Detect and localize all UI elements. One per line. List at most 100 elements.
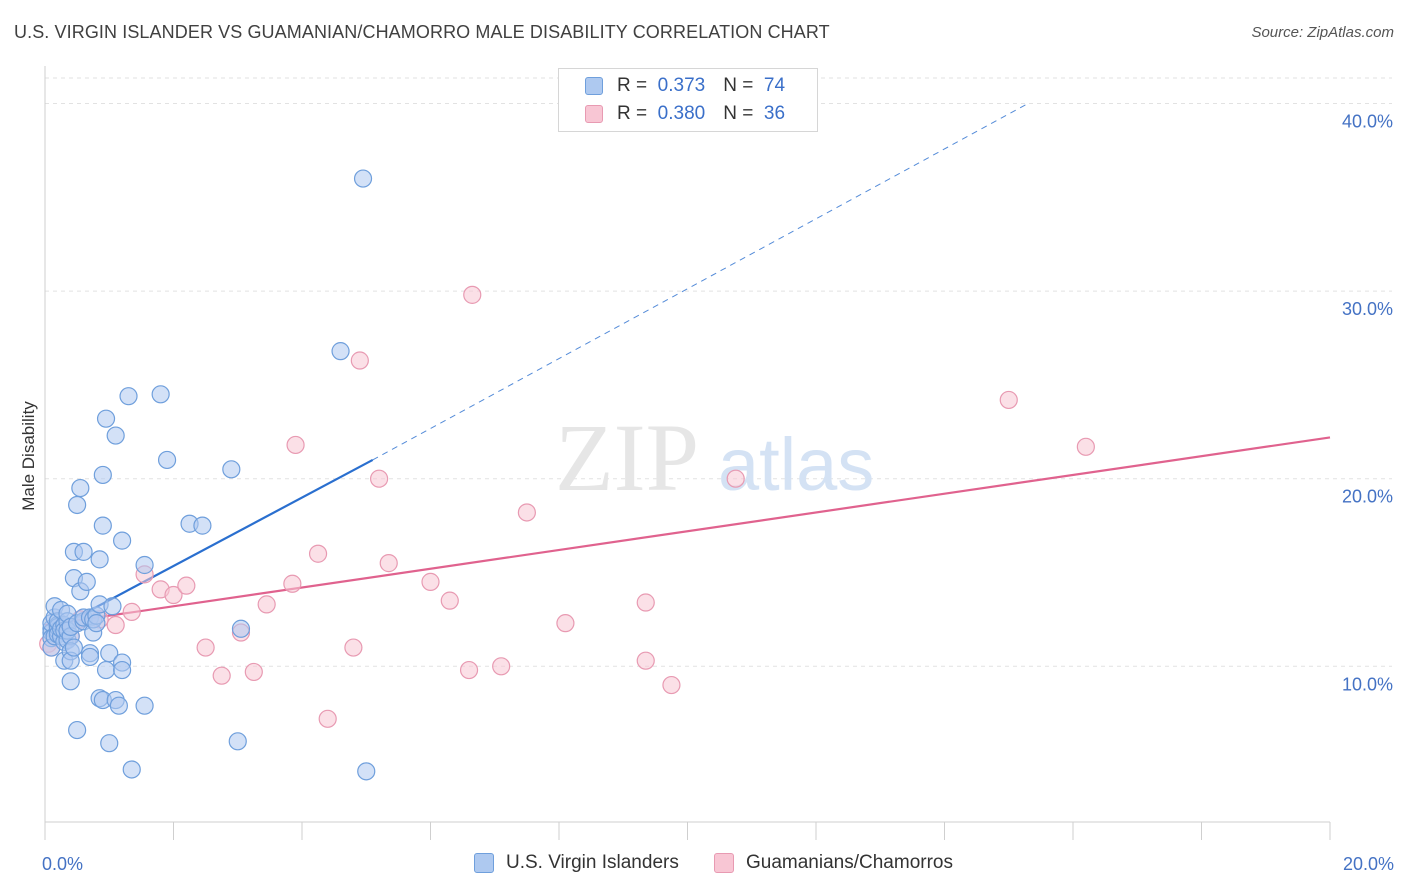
data-point [421, 572, 440, 591]
data-point [135, 696, 154, 715]
data-point [308, 544, 328, 563]
data-point [103, 597, 122, 616]
data-point [112, 531, 132, 550]
data-point [556, 614, 575, 633]
data-point [93, 516, 112, 535]
data-point [112, 660, 132, 680]
data-point [106, 426, 125, 445]
data-point [463, 285, 482, 304]
stats-legend: R = 0.373 N = 74 R = 0.380 N = 36 [558, 68, 818, 132]
r-label: R = [617, 75, 648, 96]
data-point [517, 503, 536, 522]
data-point [96, 409, 116, 428]
r-value: 0.373 [657, 75, 706, 96]
data-point [122, 760, 141, 779]
x-tick-label: 0.0% [42, 854, 83, 874]
trend-line-1 [44, 436, 1331, 627]
data-point [90, 550, 109, 569]
data-point [222, 460, 241, 479]
tick-labels: 10.0% 20.0% 30.0% 40.0% 0.0% 20.0% [42, 112, 1394, 874]
data-point [93, 465, 112, 485]
y-tick-label: 20.0% [1342, 487, 1393, 507]
n-value: 36 [763, 103, 786, 124]
data-point [71, 478, 90, 498]
n-value: 74 [763, 75, 786, 96]
legend-row-guamanians: R = 0.380 N = 36 [585, 101, 785, 127]
data-point [353, 169, 373, 188]
trend-line-extension-0 [372, 103, 1029, 461]
data-point [440, 591, 459, 610]
data-point [636, 651, 655, 670]
axes [44, 66, 1331, 840]
grid-lines [45, 77, 1392, 667]
legend-label: U.S. Virgin Islanders [506, 852, 679, 873]
data-point [157, 450, 177, 470]
data-point [196, 638, 215, 657]
data-point [231, 619, 251, 638]
data-point [726, 469, 745, 488]
data-point [151, 385, 170, 404]
chart-title: U.S. VIRGIN ISLANDER VS GUAMANIAN/CHAMOR… [14, 22, 830, 42]
y-tick-label: 40.0% [1342, 112, 1393, 132]
data-point [1076, 437, 1095, 456]
n-label: N = [723, 103, 754, 124]
data-point [77, 572, 96, 591]
x-tick-label: 20.0% [1343, 854, 1394, 874]
data-point [318, 709, 337, 728]
legend-label: Guamanians/Chamorros [746, 852, 953, 873]
data-point [80, 647, 100, 667]
data-point [350, 351, 369, 370]
data-point [492, 657, 511, 676]
source-credit[interactable]: Source: ZipAtlas.com [1251, 24, 1394, 41]
data-point [283, 574, 302, 593]
data-point [459, 660, 479, 680]
legend-row-virgin-islanders: R = 0.373 N = 74 [585, 73, 785, 99]
legend-swatch-pink [714, 853, 734, 873]
n-label: N = [723, 75, 754, 96]
data-point [379, 554, 398, 573]
data-point [106, 615, 125, 635]
data-point [331, 342, 350, 361]
data-point [74, 542, 93, 561]
r-label: R = [617, 103, 648, 124]
data-point [662, 675, 681, 695]
data-point [357, 762, 376, 781]
watermark-atlas: atlas [718, 423, 874, 506]
data-point [286, 435, 305, 455]
data-point [257, 595, 276, 614]
legend-swatch-blue [474, 853, 494, 873]
data-points [39, 169, 1095, 781]
data-point [244, 662, 263, 682]
data-point [96, 660, 116, 680]
r-value: 0.380 [657, 103, 706, 124]
data-point [999, 390, 1018, 410]
data-point [109, 696, 128, 715]
data-point [122, 602, 141, 621]
data-point [212, 666, 231, 685]
data-point [61, 672, 80, 691]
y-tick-label: 30.0% [1342, 299, 1393, 319]
data-point [636, 593, 655, 612]
y-axis-label: Male Disability [19, 401, 38, 511]
data-point [370, 469, 389, 488]
data-point [164, 585, 183, 605]
y-tick-label: 10.0% [1342, 674, 1393, 694]
legend-swatch-pink [585, 105, 603, 123]
data-point [193, 516, 212, 535]
data-point [64, 638, 84, 657]
legend-item-guamanians[interactable]: Guamanians/Chamorros [714, 852, 953, 874]
data-point [68, 720, 87, 740]
data-point [228, 732, 247, 751]
data-point [135, 555, 154, 575]
data-point [119, 387, 138, 406]
watermark-zip: ZIP [555, 404, 699, 511]
data-point [87, 614, 106, 633]
data-point [344, 638, 363, 657]
legend-item-virgin-islanders[interactable]: U.S. Virgin Islanders [474, 852, 679, 874]
trend-lines [44, 103, 1331, 636]
data-point [100, 734, 119, 753]
data-point [177, 576, 196, 595]
data-point [100, 644, 119, 663]
data-point [68, 495, 87, 515]
